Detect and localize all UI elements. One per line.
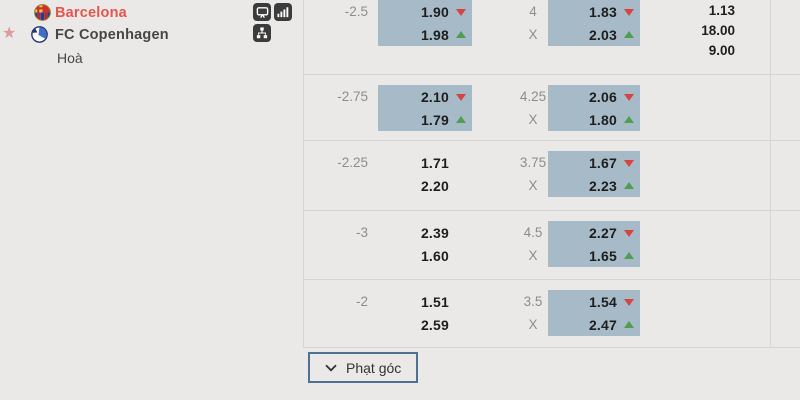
odds-value: 1.67 xyxy=(588,154,617,171)
draw-odds-cell[interactable]: 1.54 2.47 xyxy=(548,290,640,336)
stats-bars-icon[interactable] xyxy=(274,3,292,21)
odds-down-arrow-icon xyxy=(456,93,466,101)
handicap-label: -2.75 xyxy=(337,89,368,104)
odds-value-draw: 18.00 xyxy=(701,23,735,38)
odds-up-arrow-icon xyxy=(624,251,634,259)
odds-row: -3 2.39 1.60 4.5 X 2.27 1.65 xyxy=(304,211,800,280)
draw-label: Hoà xyxy=(57,50,83,66)
odds-value-away: 9.00 xyxy=(708,43,735,58)
odds-value: 1.51 xyxy=(420,293,449,310)
home-odds-cell[interactable]: 2.10 1.79 xyxy=(378,85,472,131)
odds-value: 1.65 xyxy=(588,247,617,264)
draw-odds-cell[interactable]: 1.83 2.03 xyxy=(548,0,640,46)
odds-value: 2.20 xyxy=(420,177,449,194)
corners-section-button[interactable]: Phạt góc xyxy=(308,352,419,383)
odds-up-arrow-icon xyxy=(624,30,634,38)
odds-row: -2.75 2.10 1.79 4.25 X 2.06 1.80 xyxy=(304,75,800,141)
total-line-label: 4 X xyxy=(528,4,538,42)
odds-up-arrow-icon xyxy=(624,115,634,123)
odds-down-arrow-icon xyxy=(624,8,634,16)
home-odds-cell[interactable]: 2.39 1.60 xyxy=(378,221,472,267)
odds-value: 1.83 xyxy=(588,3,617,20)
odds-row: -2.5 1.90 1.98 4 X 1.83 2.03 1.13 18.00 … xyxy=(304,0,800,75)
handicap-label: -2 xyxy=(355,294,368,309)
odds-value: 1.71 xyxy=(420,154,449,171)
odds-table: -2.5 1.90 1.98 4 X 1.83 2.03 1.13 18.00 … xyxy=(303,0,800,348)
home-odds-cell[interactable]: 1.71 2.20 xyxy=(378,151,472,197)
odds-value: 1.60 xyxy=(420,247,449,264)
match-odds-1x2[interactable]: 1.13 18.00 9.00 xyxy=(634,1,735,61)
odds-row: -2.25 1.71 2.20 3.75 X 1.67 2.23 xyxy=(304,141,800,211)
odds-down-arrow-icon xyxy=(624,298,634,306)
odds-value: 1.80 xyxy=(588,111,617,128)
odds-down-arrow-icon xyxy=(624,229,634,237)
away-team-crest-icon xyxy=(31,26,48,43)
away-team-name: FC Copenhagen xyxy=(55,27,169,43)
home-odds-cell[interactable]: 1.51 2.59 xyxy=(378,290,472,336)
odds-row: -2 1.51 2.59 3.5 X 1.54 2.47 xyxy=(304,280,800,348)
odds-value-home: 1.13 xyxy=(708,3,735,18)
odds-value: 2.10 xyxy=(420,88,449,105)
lineup-sitemap-icon[interactable] xyxy=(253,24,271,42)
handicap-label: -3 xyxy=(355,225,368,240)
odds-up-arrow-icon xyxy=(456,30,466,38)
odds-value: 2.03 xyxy=(588,26,617,43)
handicap-label: -2.25 xyxy=(337,155,368,170)
handicap-label: -2.5 xyxy=(344,4,368,19)
odds-value: 1.90 xyxy=(420,3,449,20)
favorite-star-icon[interactable]: ★ xyxy=(2,25,17,42)
odds-value: 1.79 xyxy=(420,111,449,128)
chevron-down-icon xyxy=(325,364,337,372)
odds-value: 2.59 xyxy=(420,316,449,333)
odds-up-arrow-icon xyxy=(456,115,466,123)
odds-value: 1.98 xyxy=(420,26,449,43)
odds-value: 2.27 xyxy=(588,224,617,241)
draw-odds-cell[interactable]: 2.27 1.65 xyxy=(548,221,640,267)
odds-down-arrow-icon xyxy=(624,159,634,167)
draw-odds-cell[interactable]: 1.67 2.23 xyxy=(548,151,640,197)
odds-value: 2.47 xyxy=(588,316,617,333)
odds-value: 1.54 xyxy=(588,293,617,310)
total-line-label: 3.5 X xyxy=(523,294,543,332)
home-odds-cell[interactable]: 1.90 1.98 xyxy=(378,0,472,46)
total-line-label: 4.5 X xyxy=(523,225,543,263)
corners-button-label: Phạt góc xyxy=(346,359,402,376)
total-line-label: 3.75 X xyxy=(519,155,547,193)
odds-value: 2.23 xyxy=(588,177,617,194)
match-panel: ★ Barcelona FC Copenhagen Hoà xyxy=(0,0,303,400)
home-team-name: Barcelona xyxy=(55,5,127,21)
odds-up-arrow-icon xyxy=(624,181,634,189)
live-tv-icon[interactable] xyxy=(253,3,271,21)
odds-up-arrow-icon xyxy=(624,320,634,328)
table-right-divider xyxy=(770,0,771,348)
odds-value: 2.06 xyxy=(588,88,617,105)
odds-down-arrow-icon xyxy=(456,8,466,16)
odds-down-arrow-icon xyxy=(624,93,634,101)
total-line-label: 4.25 X xyxy=(519,89,547,127)
draw-odds-cell[interactable]: 2.06 1.80 xyxy=(548,85,640,131)
odds-value: 2.39 xyxy=(420,224,449,241)
home-team-crest-icon xyxy=(34,4,51,21)
